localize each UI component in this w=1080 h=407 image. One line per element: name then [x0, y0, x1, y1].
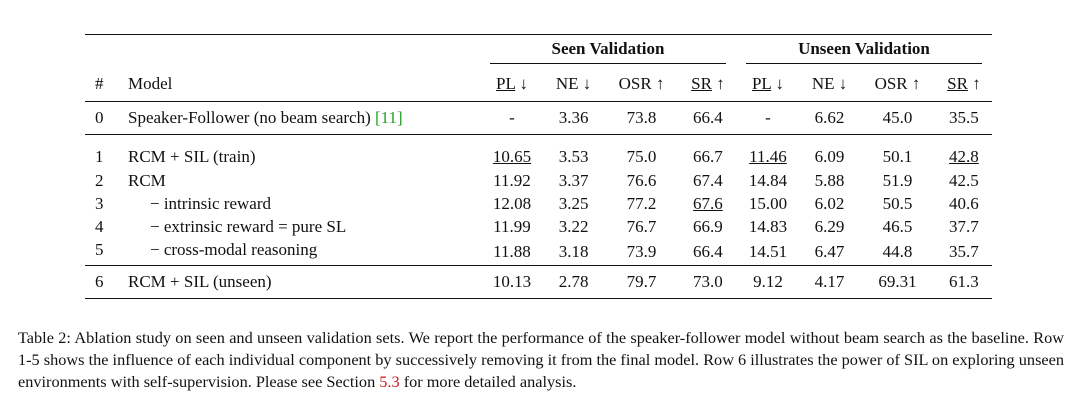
header-num: #	[95, 74, 104, 93]
table-row: 5 − cross-modal reasoning 11.88 3.18 73.…	[95, 239, 979, 261]
header-seen-ne: NE ↓	[555, 74, 592, 93]
header-model: Model	[128, 74, 173, 93]
table-row: 3 − intrinsic reward 12.08 3.25 77.2 67.…	[95, 193, 979, 213]
table-row: 1 RCM + SIL (train) 10.65 3.53 75.0 66.7…	[85, 134, 992, 169]
table-caption: Table 2: Ablation study on seen and unse…	[18, 328, 1064, 391]
table-row: 4 − extrinsic reward = pure SL 11.99 3.2…	[95, 216, 979, 236]
unseen-validation-header: Unseen Validation	[735, 34, 992, 67]
header-seen-osr: OSR ↑	[618, 74, 665, 93]
group-header-row: Seen Validation Unseen Validation	[85, 34, 992, 67]
header-unseen-osr: OSR ↑	[874, 74, 921, 93]
section-ref-link[interactable]: 5.3	[379, 372, 400, 391]
header-seen-sr: SR ↑	[691, 74, 725, 93]
header-unseen-ne: NE ↓	[811, 74, 848, 93]
table-row: 6 RCM + SIL (unseen) 10.13 2.78 79.7 73.…	[85, 265, 992, 299]
table-row: 0 Speaker-Follower (no beam search) [11]…	[85, 101, 992, 135]
header-seen-pl: PL ↓	[496, 74, 528, 93]
table-row: 2 RCM 11.92 3.37 76.6 67.4 14.84 5.88 51…	[95, 170, 979, 190]
citation-link[interactable]: [11]	[375, 108, 403, 127]
seen-validation-header: Seen Validation	[480, 34, 736, 67]
ablation-table: Seen Validation Unseen Validation # Mode…	[85, 34, 992, 299]
header-unseen-sr: SR ↑	[947, 74, 981, 93]
header-unseen-pl: PL ↓	[751, 74, 784, 93]
column-header-row: # Model PL ↓ NE ↓ OSR ↑ SR ↑ PL ↓ NE ↓ O…	[85, 67, 992, 102]
